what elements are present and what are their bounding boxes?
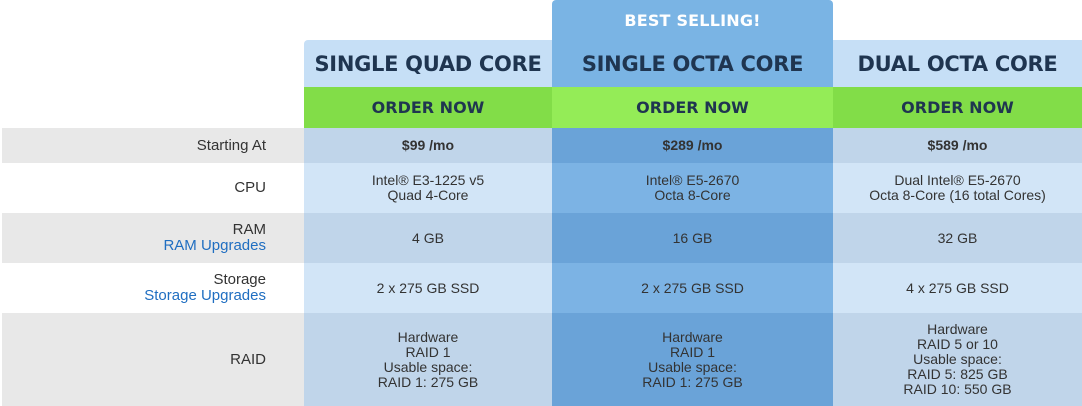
plan-title-dual-octa: DUAL OCTA CORE [857, 51, 1058, 76]
raid-line: RAID 5 or 10 [917, 336, 998, 352]
raid-line: RAID 5: 825 GB [907, 366, 1008, 382]
storage-cell-single-octa: 2 x 275 GB SSD [552, 263, 833, 313]
cpu-cell-dual-octa: Dual Intel® E5-2670 Octa 8-Core (16 tota… [833, 163, 1082, 213]
ram-cell-single-octa: 16 GB [552, 213, 833, 263]
label-storage-text: Storage [213, 271, 266, 288]
label-cpu-text: CPU [234, 179, 266, 196]
raid-cell-single-octa: Hardware RAID 1 Usable space: RAID 1: 27… [552, 313, 833, 406]
raid-line: Hardware [662, 328, 723, 345]
price-cell-dual-octa: $589 /mo [833, 128, 1082, 163]
cpu-cell-single-quad: Intel® E3-1225 v5 Quad 4-Core [304, 163, 552, 213]
raid-line: Usable space: [913, 351, 1002, 367]
storage-cell-single-quad: 2 x 275 GB SSD [304, 263, 552, 313]
label-storage: Storage Storage Upgrades [2, 263, 304, 313]
ram-value: 16 GB [672, 229, 713, 246]
storage-upgrades-link[interactable]: Storage Upgrades [144, 287, 266, 304]
label-raid: RAID [2, 313, 304, 406]
raid-line: RAID 1 [405, 343, 451, 360]
cpu-line: Intel® E5-2670 [645, 172, 740, 188]
label-ram: RAM RAM Upgrades [2, 213, 304, 263]
label-bg-ram [2, 213, 304, 263]
raid-line: Usable space: [648, 358, 737, 375]
order-now-label: ORDER NOW [371, 98, 485, 117]
order-now-button-single-octa[interactable]: ORDER NOW [552, 87, 833, 128]
price-cell-single-octa: $289 /mo [552, 128, 833, 163]
raid-line: RAID 1: 275 GB [642, 373, 743, 390]
best-selling-badge: BEST SELLING! [552, 0, 833, 40]
label-starting-at: Starting At [2, 128, 304, 163]
ram-value: 4 GB [412, 229, 444, 246]
plan-header-dual-octa: DUAL OCTA CORE [833, 40, 1082, 87]
cpu-line: Quad 4-Core [387, 187, 469, 203]
price-cell-single-quad: $99 /mo [304, 128, 552, 163]
order-now-label: ORDER NOW [901, 98, 1014, 117]
best-selling-badge-text: BEST SELLING! [624, 10, 761, 30]
order-now-label: ORDER NOW [636, 98, 749, 117]
plan-title-single-octa: SINGLE OCTA CORE [581, 51, 804, 76]
raid-cell-dual-octa: Hardware RAID 5 or 10 Usable space: RAID… [833, 313, 1082, 406]
label-bg-raid [2, 313, 304, 406]
price-value: $99 /mo [401, 137, 455, 153]
storage-value: 4 x 275 GB SSD [906, 279, 1009, 296]
raid-line: Usable space: [383, 358, 473, 375]
cpu-cell-single-octa: Intel® E5-2670 Octa 8-Core [552, 163, 833, 213]
ram-cell-single-quad: 4 GB [304, 213, 552, 263]
storage-value: 2 x 275 GB SSD [376, 279, 480, 296]
raid-line: Hardware [927, 321, 988, 337]
label-starting-at-text: Starting At [196, 136, 266, 154]
storage-value: 2 x 275 GB SSD [641, 279, 744, 296]
raid-cell-single-quad: Hardware RAID 1 Usable space: RAID 1: 27… [304, 313, 552, 406]
cpu-line: Dual Intel® E5-2670 [894, 172, 1021, 188]
label-cpu: CPU [2, 163, 304, 213]
price-value: $589 /mo [927, 137, 988, 153]
plan-title-single-quad: SINGLE QUAD CORE [314, 51, 542, 76]
ram-upgrades-link[interactable]: RAM Upgrades [163, 237, 266, 254]
label-ram-text: RAM [232, 221, 266, 238]
order-now-button-single-quad[interactable]: ORDER NOW [304, 87, 552, 128]
price-value: $289 /mo [662, 137, 723, 153]
label-bg-price [2, 128, 304, 163]
ram-cell-dual-octa: 32 GB [833, 213, 1082, 263]
raid-line: RAID 1: 275 GB [377, 373, 479, 390]
cpu-line: Octa 8-Core (16 total Cores) [869, 187, 1046, 203]
plan-header-single-octa: SINGLE OCTA CORE [552, 40, 833, 87]
storage-cell-dual-octa: 4 x 275 GB SSD [833, 263, 1082, 313]
raid-line: RAID 1 [669, 343, 716, 360]
cpu-line: Octa 8-Core [654, 187, 731, 203]
order-now-button-dual-octa[interactable]: ORDER NOW [833, 87, 1082, 128]
cpu-line: Intel® E3-1225 v5 [371, 172, 485, 188]
raid-line: RAID 10: 550 GB [903, 381, 1012, 397]
raid-line: Hardware [397, 328, 459, 345]
label-raid-text: RAID [230, 350, 266, 368]
ram-value: 32 GB [937, 229, 978, 246]
plan-header-single-quad: SINGLE QUAD CORE [304, 40, 552, 87]
